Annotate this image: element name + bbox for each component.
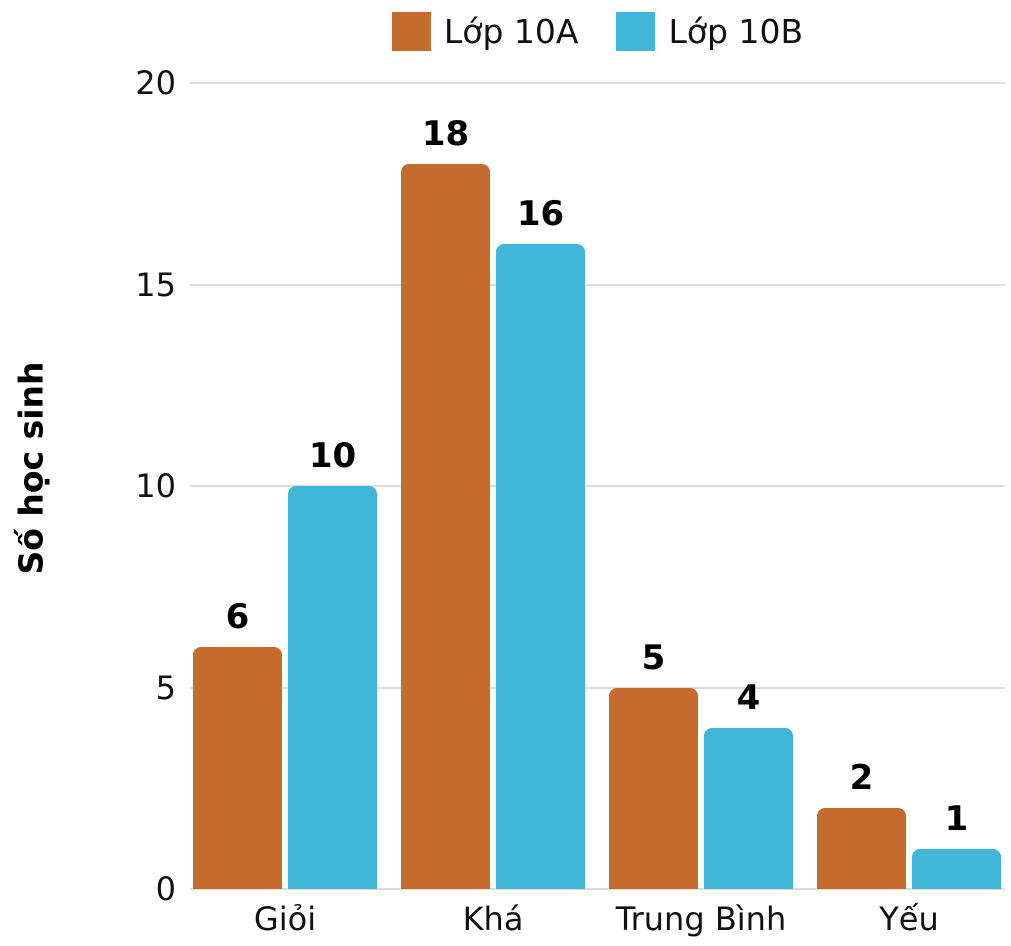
value-label: 5 [641,637,666,678]
bar-lớp-10a-4 [817,808,906,889]
legend-item: Lớp 10A [391,12,579,51]
x-tick-label: Trung Bình [615,900,787,938]
y-tick-label: 10 [135,467,176,505]
y-axis-title: Số học sinh [11,361,51,575]
value-label: 6 [225,597,250,638]
bar-lớp-10a-3 [609,687,698,889]
y-tick-label: 20 [135,64,176,102]
plot-area: 6 10 18 16 5 4 2 1 [190,82,1005,890]
value-label: 2 [849,758,874,799]
gridline [190,888,1005,890]
legend-swatch [391,12,431,51]
bar-lớp-10a-1 [193,647,282,889]
bar-lớp-10b-2 [496,244,585,889]
legend-label: Lớp 10A [443,12,579,51]
bar-lớp-10b-3 [704,727,793,889]
x-tick-label: Khá [462,900,524,938]
legend-label: Lớp 10B [668,12,804,51]
bar-lớp-10b-1 [288,486,377,889]
bar-lớp-10b-4 [912,848,1001,889]
gridline [190,485,1005,487]
gridline [190,82,1005,84]
x-tick-label: Giỏi [253,900,317,938]
y-tick-label: 5 [155,668,176,707]
gridline [190,686,1005,689]
y-tick-label: 0 [155,870,176,908]
x-tick-label: Yếu [879,900,939,938]
value-label: 4 [736,677,761,718]
legend: Lớp 10A Lớp 10B [190,12,1005,51]
legend-swatch [616,12,656,51]
value-label: 10 [308,436,357,476]
value-label: 18 [421,113,470,154]
value-label: 1 [944,798,969,839]
value-label: 16 [516,194,565,235]
gridline [190,283,1005,286]
bar-lớp-10a-2 [401,163,490,889]
legend-item: Lớp 10B [616,12,803,51]
y-tick-label: 15 [135,265,176,304]
